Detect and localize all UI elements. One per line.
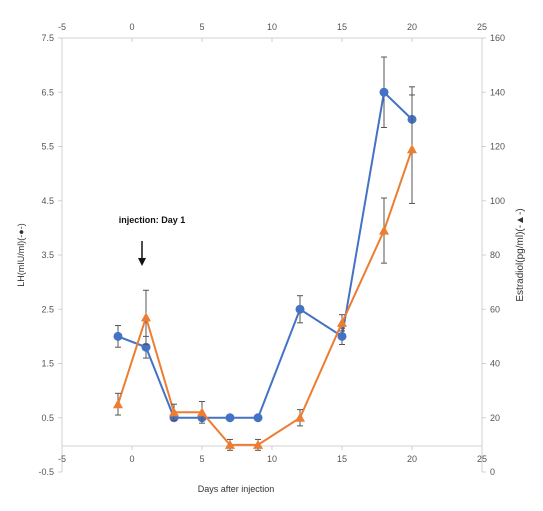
left-y-tick-label: 3.5 <box>41 250 54 260</box>
bottom-x-tick-label: 25 <box>477 454 487 464</box>
data-point <box>337 331 347 341</box>
axes: -5 -5 0 0 5 5 10 10 15 15 20 20 25 25 -0.5 0.5 1.5 2.5 3.5… <box>38 22 505 477</box>
data-point <box>197 407 207 417</box>
right-y-tick-label: 160 <box>490 33 505 43</box>
bottom-x-tick-label: 15 <box>337 454 347 464</box>
right-y-axis-title: Estradiol(pg/ml)(-▲-) <box>515 208 526 301</box>
right-y-tick-label: 40 <box>490 359 500 369</box>
top-x-tick-label: 20 <box>407 22 417 32</box>
x-axis-title: Days after injection <box>198 484 275 494</box>
top-x-tick-label: 25 <box>477 22 487 32</box>
data-point <box>337 317 347 327</box>
left-y-tick-label: 1.5 <box>41 359 54 369</box>
bottom-x-tick-label: 0 <box>129 454 134 464</box>
left-y-tick-label: -0.5 <box>38 467 54 477</box>
series-line <box>117 90 413 419</box>
data-point <box>253 439 263 449</box>
left-y-tick-label: 2.5 <box>41 304 54 314</box>
right-y-tick-label: 0 <box>490 467 495 477</box>
top-x-tick-label: -5 <box>58 22 66 32</box>
data-point <box>379 87 389 97</box>
top-x-tick-label: 0 <box>129 22 134 32</box>
right-y-tick-label: 60 <box>490 304 500 314</box>
top-x-tick-label: 5 <box>199 22 204 32</box>
data-point <box>225 439 235 449</box>
right-y-tick-label: 120 <box>490 142 505 152</box>
data-point <box>141 312 151 322</box>
data-point <box>379 225 389 235</box>
left-y-tick-label: 7.5 <box>41 33 54 43</box>
right-y-tick-label: 140 <box>490 87 505 97</box>
labels-layer: Days after injection LH(mIU/ml)(-●-) Est… <box>16 208 526 494</box>
right-y-tick-label: 100 <box>490 196 505 206</box>
series-estradiol <box>113 94 417 451</box>
bottom-x-tick-label: 5 <box>199 454 204 464</box>
left-y-axis-title: LH(mIU/ml)(-●-) <box>16 223 26 286</box>
series-layer <box>113 56 417 451</box>
left-y-tick-label: 0.5 <box>41 413 54 423</box>
data-point <box>113 399 123 409</box>
series-lh <box>113 56 417 423</box>
data-point <box>169 407 179 417</box>
left-y-tick-label: 4.5 <box>41 196 54 206</box>
right-y-tick-label: 20 <box>490 413 500 423</box>
data-point <box>253 413 263 423</box>
left-y-tick-label: 5.5 <box>41 142 54 152</box>
injection-annotation: injection: Day 1 <box>119 215 186 225</box>
bottom-x-tick-label: -5 <box>58 454 66 464</box>
bottom-x-tick-label: 10 <box>267 454 277 464</box>
bottom-x-tick-label: 20 <box>407 454 417 464</box>
right-y-tick-label: 80 <box>490 250 500 260</box>
top-x-tick-label: 10 <box>267 22 277 32</box>
data-point <box>225 413 235 423</box>
injection-arrow-icon <box>138 241 146 266</box>
data-point <box>295 304 305 314</box>
left-y-tick-label: 6.5 <box>41 87 54 97</box>
series-line <box>117 148 413 446</box>
top-x-tick-label: 15 <box>337 22 347 32</box>
data-point <box>113 331 123 341</box>
data-point <box>407 144 417 154</box>
data-point <box>295 412 305 422</box>
